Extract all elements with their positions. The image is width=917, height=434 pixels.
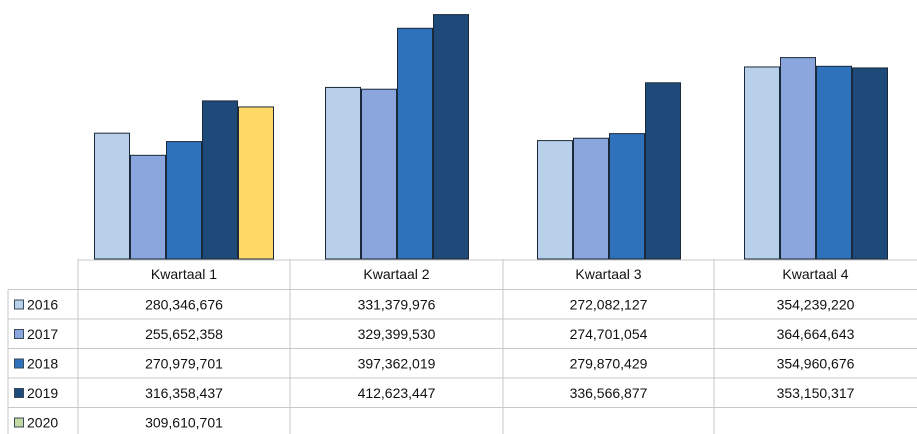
value-2016-4: 354,239,220 xyxy=(777,297,855,313)
series-label-2020: 2020 xyxy=(27,415,58,431)
value-2017-3: 274,701,054 xyxy=(570,326,648,342)
bar-2016-4 xyxy=(744,66,780,260)
value-2020-1: 309,610,701 xyxy=(145,415,223,431)
value-2019-1: 316,358,437 xyxy=(145,385,223,401)
value-2017-2: 329,399,530 xyxy=(358,326,436,342)
bar-2016-1 xyxy=(94,132,130,260)
value-2016-3: 272,082,127 xyxy=(570,297,648,313)
value-2017-1: 255,652,358 xyxy=(145,326,223,342)
bar-2017-4 xyxy=(780,57,816,260)
legend-key-2018 xyxy=(14,358,24,369)
value-2018-1: 270,979,701 xyxy=(145,356,223,372)
category-label-4: Kwartaal 4 xyxy=(782,266,848,282)
value-2016-1: 280,346,676 xyxy=(145,297,223,313)
legend-key-2017 xyxy=(14,329,24,339)
series-label-2019: 2019 xyxy=(27,385,58,401)
bar-2018-1 xyxy=(166,141,202,260)
legend-key-2016 xyxy=(14,299,24,310)
bar-2017-3 xyxy=(573,137,609,260)
value-2019-3: 336,566,877 xyxy=(570,385,648,401)
series-label-2018: 2018 xyxy=(27,356,58,372)
value-2018-3: 279,870,429 xyxy=(570,356,648,372)
category-label-3: Kwartaal 3 xyxy=(575,266,641,282)
bar-2020-1 xyxy=(238,106,274,260)
bar-2018-2 xyxy=(397,27,433,260)
category-label-2: Kwartaal 2 xyxy=(363,266,429,282)
bar-2019-4 xyxy=(852,67,888,260)
legend-key-2020 xyxy=(14,417,24,428)
legend-key-2019 xyxy=(14,388,24,398)
value-2018-2: 397,362,019 xyxy=(358,356,436,372)
bar-2018-3 xyxy=(609,133,645,260)
bar-2017-1 xyxy=(130,154,166,260)
value-2018-4: 354,960,676 xyxy=(777,356,855,372)
value-2019-4: 353,150,317 xyxy=(777,385,855,401)
series-label-2016: 2016 xyxy=(27,297,58,313)
bar-2019-1 xyxy=(202,100,238,260)
bar-2019-2 xyxy=(433,14,469,260)
category-label-1: Kwartaal 1 xyxy=(151,266,217,282)
series-label-2017: 2017 xyxy=(27,326,58,342)
value-2017-4: 364,664,643 xyxy=(777,326,855,342)
bar-2019-3 xyxy=(645,82,681,260)
bar-2017-2 xyxy=(361,88,397,260)
value-2016-2: 331,379,976 xyxy=(358,297,436,313)
value-2019-2: 412,623,447 xyxy=(358,385,436,401)
bar-2016-3 xyxy=(537,140,573,260)
bar-2018-4 xyxy=(816,65,852,260)
bar-2016-2 xyxy=(325,86,361,260)
